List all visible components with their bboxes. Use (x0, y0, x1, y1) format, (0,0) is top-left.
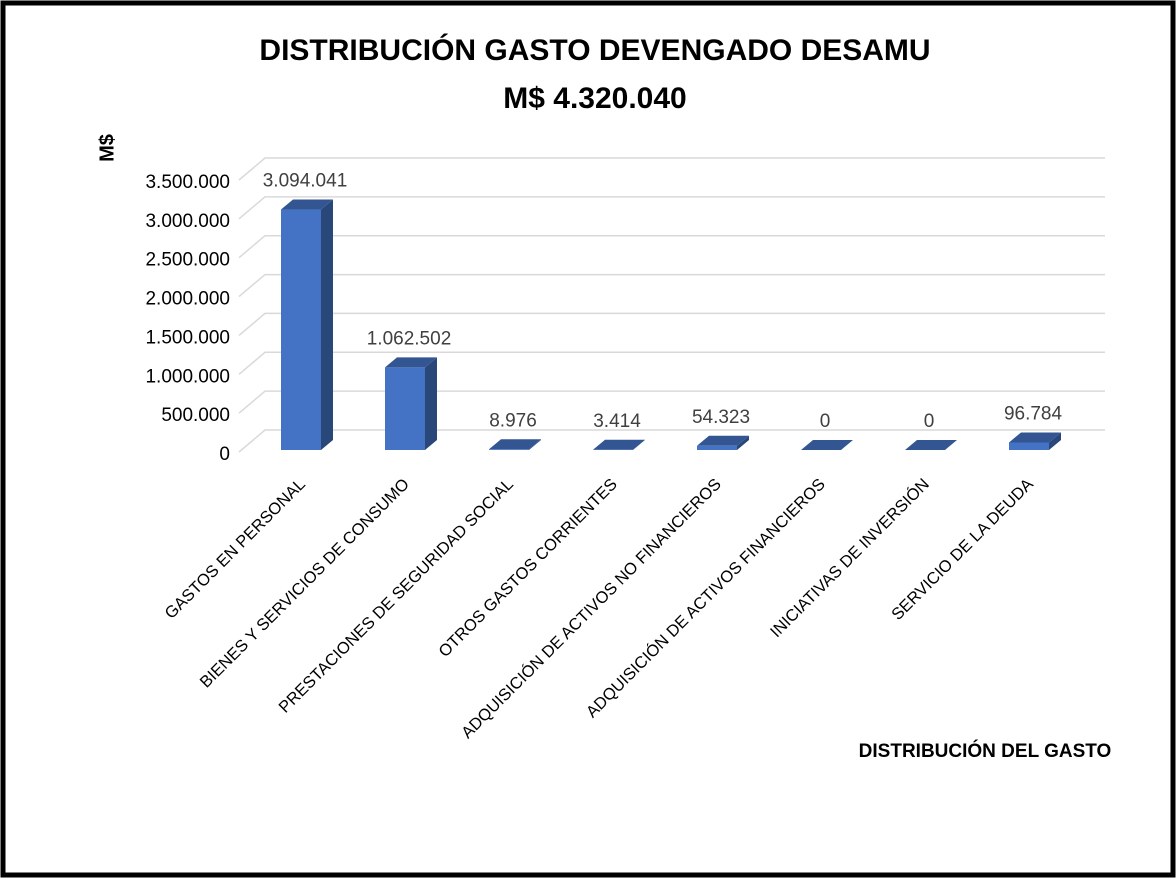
bar-front (385, 367, 425, 450)
bar-top (905, 440, 957, 450)
bar-side (737, 435, 749, 450)
bar (801, 440, 853, 451)
bar-front (697, 445, 737, 450)
bar (1009, 432, 1061, 450)
bar (385, 357, 437, 450)
grid-line (238, 351, 1105, 375)
value-label: 54.323 (692, 407, 750, 428)
x-axis-title: DISTRIBUCIÓN DEL GASTO (859, 740, 1112, 762)
bar-side (425, 357, 437, 450)
bar-front (1009, 442, 1049, 450)
bar-side (633, 439, 645, 450)
y-tick-label: 0 (219, 444, 230, 465)
value-label: 0 (924, 411, 935, 432)
bar-side (321, 199, 333, 450)
bar-top (489, 439, 541, 450)
value-label: 3.414 (593, 411, 641, 432)
bar-top (593, 439, 645, 450)
y-tick-label: 3.500.000 (145, 172, 230, 193)
grid-line (238, 312, 1105, 337)
chart-title: DISTRIBUCIÓN GASTO DEVENGADO DESAMU (259, 33, 930, 67)
grid-line (238, 390, 1105, 414)
bar (593, 439, 645, 450)
y-tick-label: 500.000 (161, 405, 230, 426)
bar-front (281, 209, 321, 450)
bar (489, 439, 541, 450)
y-axis-title: M$ (96, 134, 118, 162)
y-tick-label: 1.000.000 (145, 366, 230, 387)
bar-top (697, 435, 749, 446)
y-tick-label: 2.500.000 (145, 250, 230, 271)
bar-top (281, 199, 333, 210)
y-tick-label: 1.500.000 (145, 327, 230, 348)
grid-line (238, 157, 1105, 181)
y-tick-label: 2.000.000 (145, 289, 230, 310)
grid-line (238, 429, 1105, 453)
bar-front (489, 449, 529, 450)
grid-line (238, 234, 1105, 259)
bar-top (801, 440, 853, 450)
bar-side (1049, 432, 1061, 450)
bar (697, 435, 749, 450)
value-label: 96.784 (1004, 403, 1063, 424)
bar-top (1009, 432, 1061, 443)
value-label: 1.062.502 (367, 328, 452, 349)
bar (905, 440, 957, 451)
y-tick-label: 3.000.000 (145, 211, 230, 232)
value-label: 3.094.041 (263, 171, 348, 192)
bar-top (385, 357, 437, 368)
grid-line (238, 196, 1105, 220)
grid-line (238, 273, 1105, 298)
bar (281, 199, 333, 450)
value-label: 8.976 (489, 410, 537, 431)
bar-side (529, 439, 541, 450)
value-label: 0 (820, 411, 831, 432)
chart-subtitle: M$ 4.320.040 (503, 82, 686, 115)
